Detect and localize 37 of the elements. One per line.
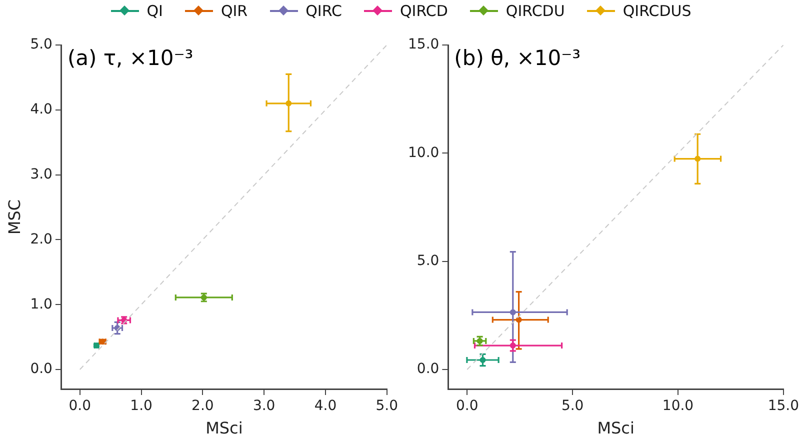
- y-axis-title: MSC: [4, 199, 24, 235]
- legend-label: QIRC: [306, 2, 342, 20]
- y-tick-label: 0.0: [30, 361, 52, 378]
- x-tick-label: 10.0: [662, 398, 694, 414]
- x-tick-label: 5.0: [561, 398, 584, 414]
- y-tick-label: 4.0: [30, 102, 52, 118]
- y-tick-label: 3.0: [30, 166, 52, 182]
- x-tick-label: 0.0: [456, 398, 478, 414]
- y-tick-label: 2.0: [30, 231, 52, 248]
- chart-title: (b) θ, ×10⁻³: [454, 46, 581, 70]
- point: [510, 342, 516, 349]
- legend-label: QIRCDUS: [622, 2, 692, 20]
- x-tick-label: 5.0: [376, 398, 398, 414]
- legend-label: QIR: [220, 2, 248, 20]
- x-tick-label: 2.0: [192, 398, 214, 414]
- legend-label: QIRCD: [400, 2, 448, 20]
- legend-label: QI: [146, 2, 163, 20]
- x-tick-label: 4.0: [314, 398, 337, 414]
- x-tick-label: 1.0: [130, 398, 152, 414]
- y-tick-label: 5.0: [416, 252, 440, 269]
- x-tick-label: 15.0: [768, 398, 799, 414]
- x-axis-title: MSci: [206, 418, 243, 438]
- chart-title: (a) τ, ×10⁻³: [67, 46, 194, 70]
- y-tick-label: 0.0: [416, 361, 440, 378]
- point: [516, 316, 522, 323]
- y-tick-label: 5.0: [30, 36, 52, 53]
- legend-label: QIRCDU: [506, 2, 565, 20]
- point: [510, 309, 516, 316]
- x-axis-title: MSci: [597, 418, 634, 438]
- point: [286, 100, 292, 106]
- point: [480, 357, 486, 364]
- x-tick-label: 0.0: [68, 398, 92, 414]
- y-tick-label: 15.0: [408, 36, 440, 53]
- y-tick-label: 1.0: [30, 296, 52, 312]
- y-tick-label: 10.0: [408, 144, 440, 161]
- point: [694, 156, 701, 162]
- x-tick-label: 3.0: [252, 398, 276, 414]
